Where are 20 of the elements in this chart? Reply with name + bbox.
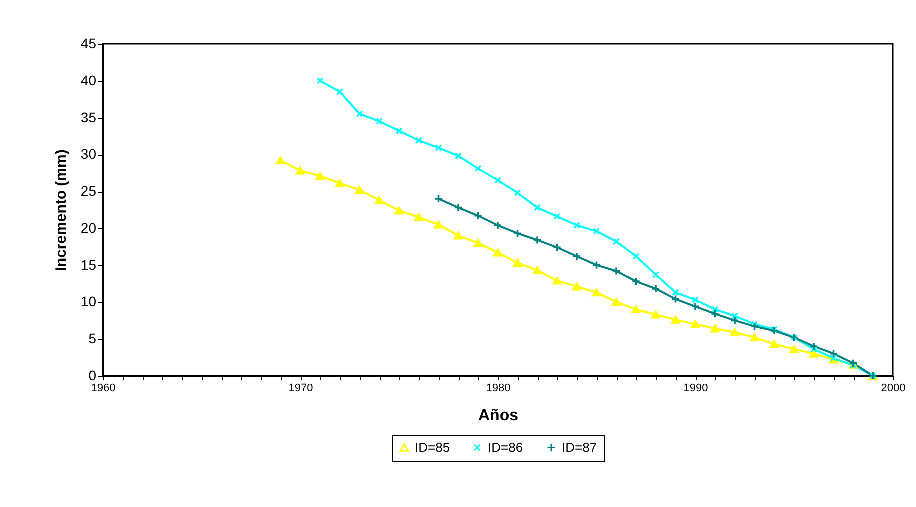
x-tick-label: 1970 — [288, 382, 314, 394]
y-tick-label: 45 — [80, 36, 97, 52]
y-tick-label: 20 — [80, 220, 97, 236]
y-tick-label: 40 — [80, 72, 97, 88]
y-tick-label: 0 — [88, 368, 97, 384]
y-tick-label: 25 — [80, 183, 97, 200]
x-axis-title: Años — [478, 408, 519, 424]
y-tick-label: 35 — [80, 109, 97, 126]
y-tick-label: 15 — [80, 256, 97, 273]
x-tick-label: 1980 — [486, 382, 511, 394]
x-tick-label: 1960 — [91, 382, 116, 394]
y-tick-label: 10 — [80, 294, 97, 310]
legend-label: ID=86 — [488, 440, 524, 455]
y-axis-title: Incremento (mm) — [52, 150, 70, 272]
legend-label: ID=87 — [562, 440, 598, 455]
y-tick-label: 5 — [88, 330, 97, 347]
x-tick-label: 2000 — [881, 382, 906, 394]
y-tick-label: 30 — [80, 146, 97, 162]
legend-label: ID=85 — [415, 440, 450, 455]
x-tick-label: 1990 — [684, 382, 708, 394]
